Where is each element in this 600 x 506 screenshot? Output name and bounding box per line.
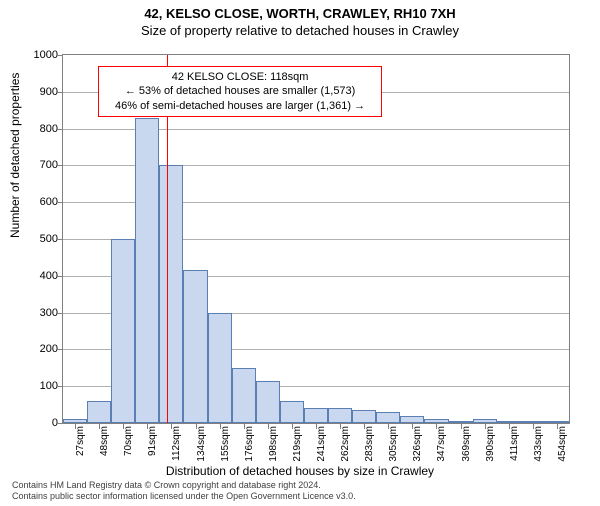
- y-tick-mark: [57, 92, 62, 93]
- y-tick-mark: [57, 165, 62, 166]
- x-tick-mark: [75, 424, 76, 429]
- x-tick-mark: [171, 424, 172, 429]
- x-tick-label: 305sqm: [388, 426, 399, 462]
- x-tick-label: 112sqm: [171, 426, 182, 461]
- histogram-bar: [473, 419, 497, 423]
- x-tick-mark: [485, 424, 486, 429]
- y-tick-label: 800: [18, 123, 58, 135]
- histogram-bar: [424, 419, 448, 423]
- histogram-bar: [87, 401, 111, 423]
- x-tick-mark: [147, 424, 148, 429]
- y-tick-label: 100: [18, 380, 58, 392]
- x-tick-label: 27sqm: [75, 426, 86, 456]
- y-tick-mark: [57, 129, 62, 130]
- histogram-bar: [376, 412, 400, 423]
- x-tick-mark: [557, 424, 558, 429]
- histogram-bar: [111, 239, 135, 423]
- x-tick-label: 433sqm: [533, 426, 544, 462]
- histogram-bar: [256, 381, 280, 423]
- x-tick-label: 347sqm: [436, 426, 447, 462]
- y-tick-label: 0: [18, 417, 58, 429]
- histogram-bar: [328, 408, 352, 423]
- x-tick-label: 134sqm: [196, 426, 207, 462]
- histogram-bar: [159, 165, 183, 423]
- chart-plot-area: 42 KELSO CLOSE: 118sqm← 53% of detached …: [62, 54, 570, 424]
- histogram-bar: [232, 368, 256, 423]
- x-tick-mark: [509, 424, 510, 429]
- x-tick-label: 369sqm: [461, 426, 472, 462]
- x-tick-mark: [340, 424, 341, 429]
- y-tick-label: 700: [18, 159, 58, 171]
- y-tick-label: 300: [18, 307, 58, 319]
- y-tick-mark: [57, 202, 62, 203]
- y-tick-mark: [57, 55, 62, 56]
- histogram-bar: [135, 118, 159, 423]
- x-tick-label: 91sqm: [147, 426, 158, 456]
- histogram-bar: [545, 421, 569, 423]
- histogram-bar: [400, 416, 424, 423]
- callout-line1: 42 KELSO CLOSE: 118sqm: [105, 70, 374, 84]
- y-tick-mark: [57, 349, 62, 350]
- footer-line2: Contains public sector information licen…: [12, 491, 356, 502]
- x-tick-label: 326sqm: [412, 426, 423, 462]
- title-address: 42, KELSO CLOSE, WORTH, CRAWLEY, RH10 7X…: [0, 6, 600, 21]
- x-tick-label: 283sqm: [364, 426, 375, 462]
- x-tick-label: 48sqm: [99, 426, 110, 456]
- y-tick-label: 200: [18, 343, 58, 355]
- x-tick-mark: [292, 424, 293, 429]
- y-tick-mark: [57, 386, 62, 387]
- y-tick-label: 500: [18, 233, 58, 245]
- histogram-bar: [352, 410, 376, 423]
- y-tick-mark: [57, 276, 62, 277]
- x-tick-mark: [316, 424, 317, 429]
- y-tick-label: 600: [18, 196, 58, 208]
- x-tick-label: 70sqm: [123, 426, 134, 456]
- x-tick-mark: [388, 424, 389, 429]
- histogram-bar: [208, 313, 232, 423]
- callout-line3: 46% of semi-detached houses are larger (…: [105, 99, 374, 113]
- title-subtitle: Size of property relative to detached ho…: [0, 23, 600, 38]
- x-tick-mark: [436, 424, 437, 429]
- y-tick-mark: [57, 239, 62, 240]
- x-tick-label: 411sqm: [509, 426, 520, 461]
- footer-line1: Contains HM Land Registry data © Crown c…: [12, 480, 356, 491]
- y-tick-mark: [57, 313, 62, 314]
- x-tick-label: 176sqm: [244, 426, 255, 462]
- histogram-bar: [521, 421, 545, 423]
- x-tick-label: 155sqm: [220, 426, 231, 462]
- y-tick-mark: [57, 423, 62, 424]
- histogram-bar: [183, 270, 207, 423]
- callout-line2: ← 53% of detached houses are smaller (1,…: [105, 84, 374, 98]
- histogram-bar: [304, 408, 328, 423]
- x-tick-mark: [220, 424, 221, 429]
- x-tick-mark: [244, 424, 245, 429]
- x-tick-mark: [533, 424, 534, 429]
- x-tick-label: 198sqm: [268, 426, 279, 462]
- x-tick-mark: [461, 424, 462, 429]
- y-tick-label: 900: [18, 86, 58, 98]
- marker-callout: 42 KELSO CLOSE: 118sqm← 53% of detached …: [98, 66, 381, 117]
- footer-attribution: Contains HM Land Registry data © Crown c…: [12, 480, 356, 502]
- x-tick-label: 241sqm: [316, 426, 327, 462]
- x-tick-label: 219sqm: [292, 426, 303, 462]
- x-tick-mark: [196, 424, 197, 429]
- x-tick-mark: [123, 424, 124, 429]
- x-tick-mark: [99, 424, 100, 429]
- histogram-bar: [63, 419, 87, 423]
- x-axis-label: Distribution of detached houses by size …: [0, 464, 600, 478]
- y-tick-label: 1000: [18, 49, 58, 61]
- y-tick-label: 400: [18, 270, 58, 282]
- histogram-bar: [449, 421, 473, 423]
- histogram-bar: [280, 401, 304, 423]
- x-tick-label: 454sqm: [557, 426, 568, 462]
- x-tick-label: 390sqm: [485, 426, 496, 462]
- x-tick-mark: [412, 424, 413, 429]
- x-tick-mark: [364, 424, 365, 429]
- x-tick-label: 262sqm: [340, 426, 351, 462]
- x-tick-mark: [268, 424, 269, 429]
- histogram-bar: [497, 421, 521, 423]
